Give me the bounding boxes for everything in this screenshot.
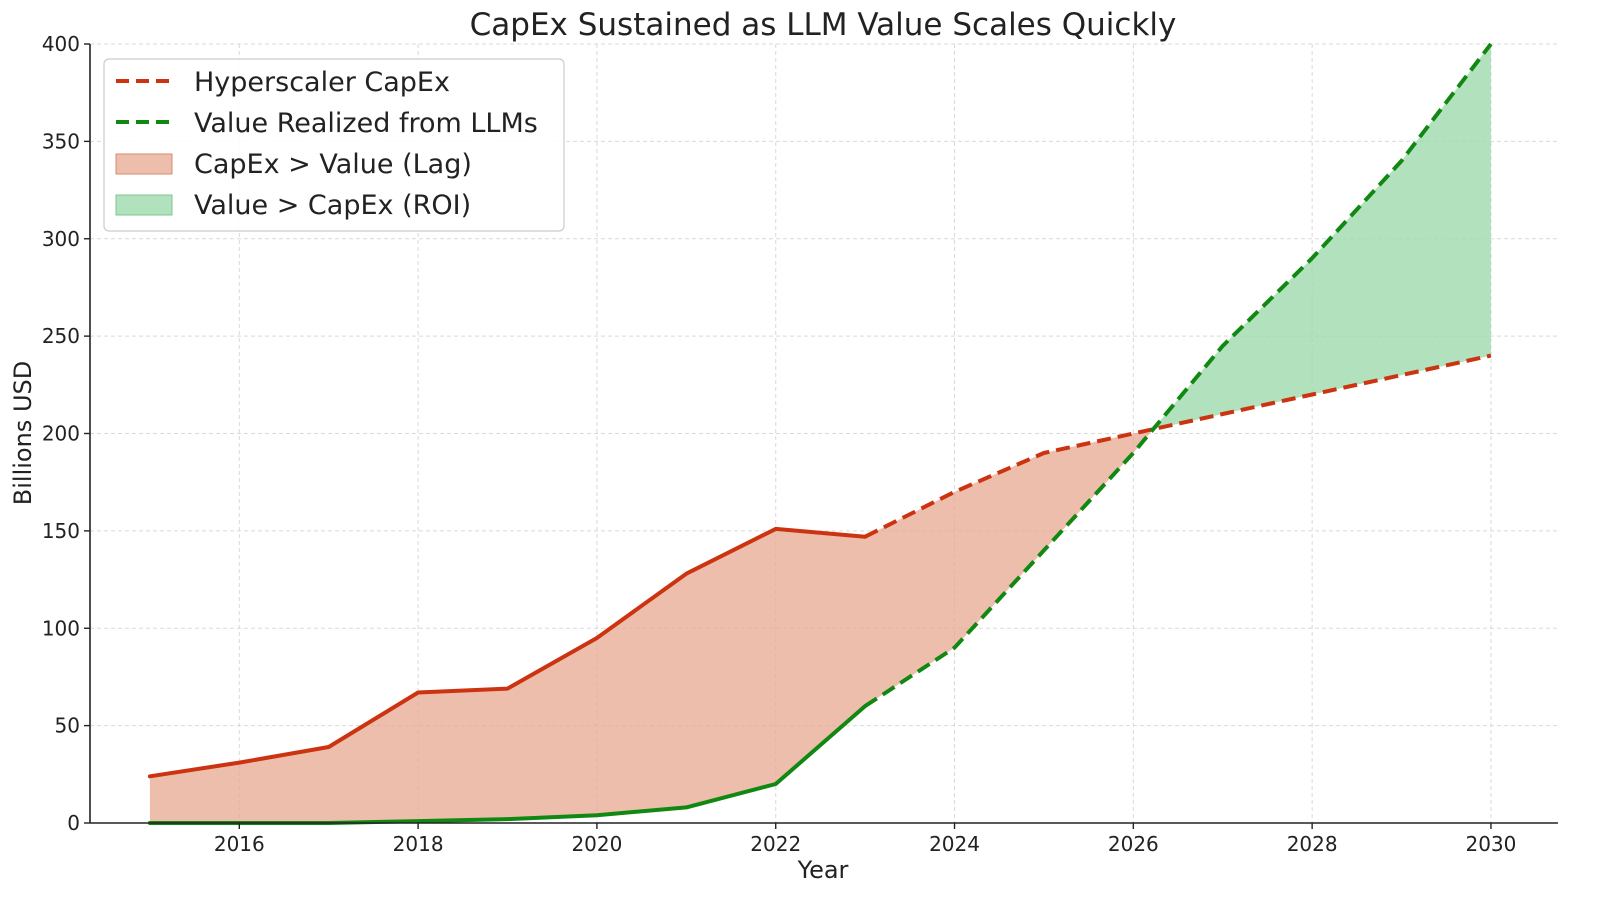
y-tick-label-100: 100 [42, 616, 80, 640]
tick-marks: 2016 2018 2020 2022 2024 2026 2028 2030 0 50 100 15… [42, 32, 1517, 856]
legend-swatch-lag [115, 153, 173, 175]
y-tick-label-50: 50 [55, 714, 80, 738]
legend-label-value: Value Realized from LLMs [194, 108, 538, 139]
x-tick-label-2018: 2018 [393, 832, 444, 856]
x-tick-label-2022: 2022 [750, 832, 801, 856]
y-tick-label-250: 250 [42, 324, 80, 348]
y-tick-label-0: 0 [67, 811, 80, 835]
x-tick-label-2028: 2028 [1287, 832, 1338, 856]
legend-label-lag: CapEx > Value (Lag) [194, 149, 472, 180]
chart-title: CapEx Sustained as LLM Value Scales Quic… [470, 7, 1177, 43]
x-tick-label-2024: 2024 [929, 832, 980, 856]
x-tick-label-2030: 2030 [1465, 832, 1516, 856]
legend-label-roi: Value > CapEx (ROI) [194, 190, 471, 221]
y-tick-label-150: 150 [42, 519, 80, 543]
series-line-solid-0 [147, 526, 868, 779]
x-axis-title: Year [797, 856, 849, 884]
y-tick-label-400: 400 [42, 32, 80, 56]
y-tick-label-300: 300 [42, 227, 80, 251]
y-tick-label-200: 200 [42, 422, 80, 446]
fill-value-gt-capex [1153, 44, 1491, 430]
legend: Hyperscaler CapEx Value Realized from LL… [103, 58, 565, 232]
x-tick-label-2020: 2020 [571, 832, 622, 856]
y-tick-label-350: 350 [42, 129, 80, 153]
x-tick-label-2016: 2016 [214, 832, 265, 856]
series-line-dashed-0 [864, 353, 1492, 539]
fill-capex-gt-value [149, 429, 1154, 823]
legend-swatch-roi [115, 194, 173, 216]
legend-frame [103, 58, 565, 232]
x-tick-label-2026: 2026 [1108, 832, 1159, 856]
legend-label-capex: Hyperscaler CapEx [194, 67, 450, 98]
y-axis-title: Billions USD [9, 361, 37, 505]
series-line-dashed-1 [864, 42, 1493, 708]
